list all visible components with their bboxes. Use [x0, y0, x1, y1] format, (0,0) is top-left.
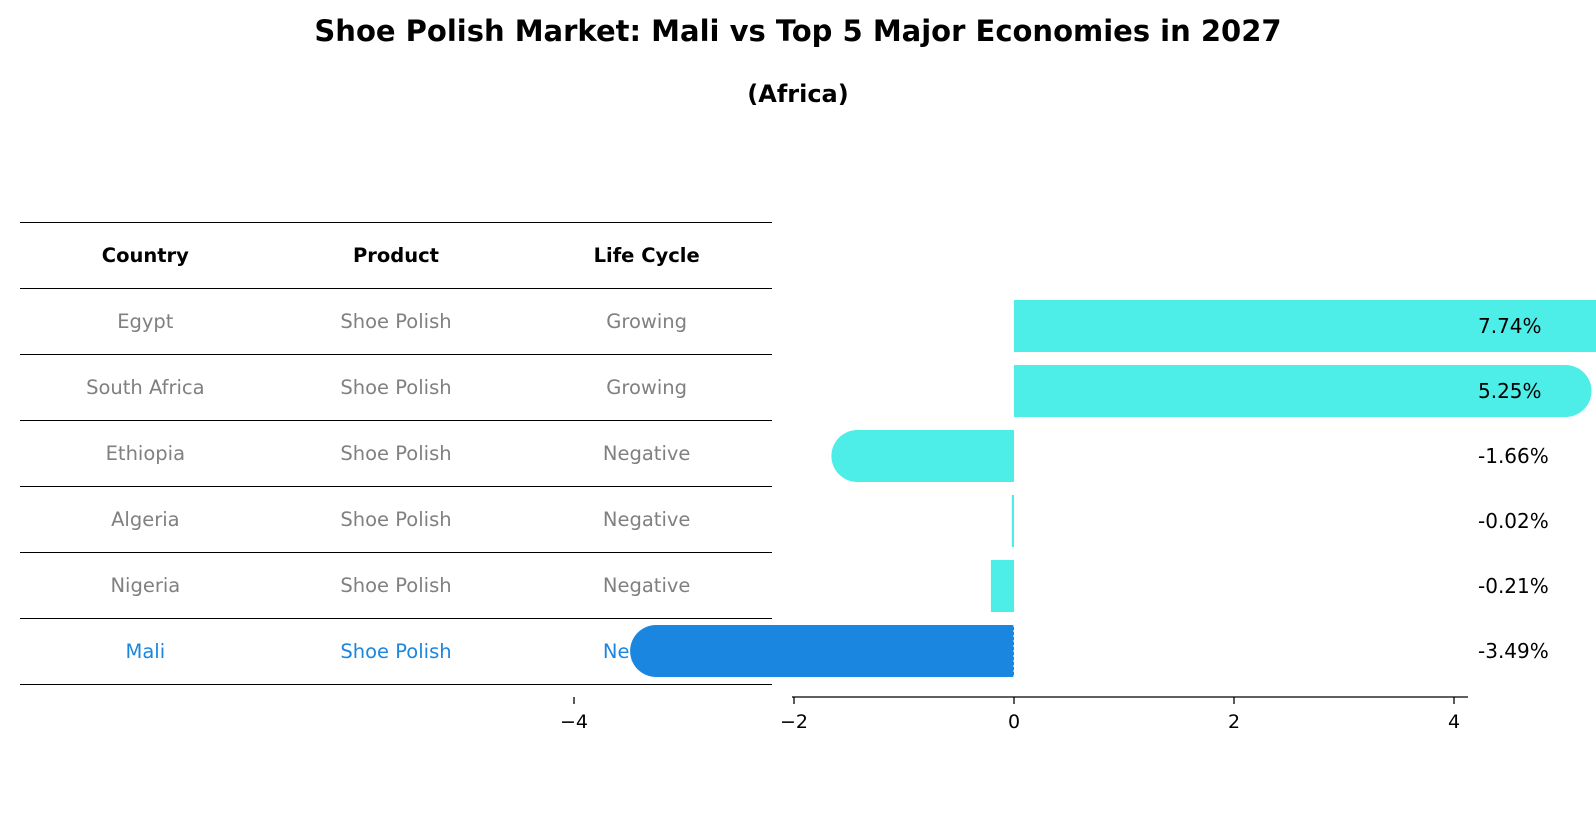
value-label: -1.66% [1478, 444, 1549, 468]
value-label: -0.21% [1478, 574, 1549, 598]
value-label: -0.02% [1478, 509, 1549, 533]
cell-product: Shoe Polish [270, 552, 522, 619]
cell-country: Ethiopia [20, 420, 271, 487]
table-row: Algeria Shoe Polish Negative [20, 486, 772, 553]
value-label: 5.25% [1478, 379, 1542, 403]
cell-product: Shoe Polish [270, 618, 522, 685]
bar-shape [630, 625, 1014, 677]
bar-nigeria [990, 560, 1014, 612]
cell-life-cycle: Negative [521, 552, 772, 619]
x-tick-label: −2 [780, 711, 808, 733]
value-label: 7.74% [1478, 314, 1542, 338]
table-header-row: Country Product Life Cycle [20, 222, 772, 289]
bar-shape [1014, 300, 1596, 352]
x-tick-label: 2 [1228, 711, 1240, 733]
value-label: -3.49% [1478, 639, 1549, 663]
bar-egypt [1014, 300, 1596, 352]
cell-product: Shoe Polish [270, 288, 522, 355]
table-row: Egypt Shoe Polish Growing [20, 288, 772, 355]
cell-country: Egypt [20, 288, 271, 355]
x-tick-label: −4 [560, 711, 588, 733]
cell-country: Algeria [20, 486, 271, 553]
cell-country: South Africa [20, 354, 271, 421]
bar-shape [1011, 495, 1014, 547]
market-table: Country Product Life Cycle Egypt Shoe Po… [20, 222, 772, 685]
cell-product: Shoe Polish [270, 486, 522, 553]
cell-product: Shoe Polish [270, 420, 522, 487]
bar-mali [630, 625, 1015, 677]
bar-shape [831, 430, 1014, 482]
x-tick-label: 0 [1008, 711, 1020, 733]
bar-shape [1014, 365, 1592, 417]
x-tick-label: 4 [1448, 711, 1460, 733]
header-product: Product [270, 222, 522, 289]
cell-life-cycle: Growing [521, 354, 772, 421]
bar-south-africa [1014, 365, 1592, 417]
cell-life-cycle: Negative [521, 420, 772, 487]
table-row: South Africa Shoe Polish Growing [20, 354, 772, 421]
bar-algeria [1011, 495, 1014, 547]
bar-ethiopia [831, 430, 1014, 482]
cell-life-cycle: Negative [521, 486, 772, 553]
cell-country: Nigeria [20, 552, 271, 619]
table-row: Ethiopia Shoe Polish Negative [20, 420, 772, 487]
cell-product: Shoe Polish [270, 354, 522, 421]
bar-shape [990, 560, 1014, 612]
chart-subtitle: (Africa) [747, 80, 849, 108]
header-country: Country [20, 222, 271, 289]
header-life-cycle: Life Cycle [521, 222, 772, 289]
cell-life-cycle: Growing [521, 288, 772, 355]
cell-country: Mali [20, 618, 271, 685]
table-row: Nigeria Shoe Polish Negative [20, 552, 772, 619]
chart-title: Shoe Polish Market: Mali vs Top 5 Major … [314, 14, 1282, 48]
